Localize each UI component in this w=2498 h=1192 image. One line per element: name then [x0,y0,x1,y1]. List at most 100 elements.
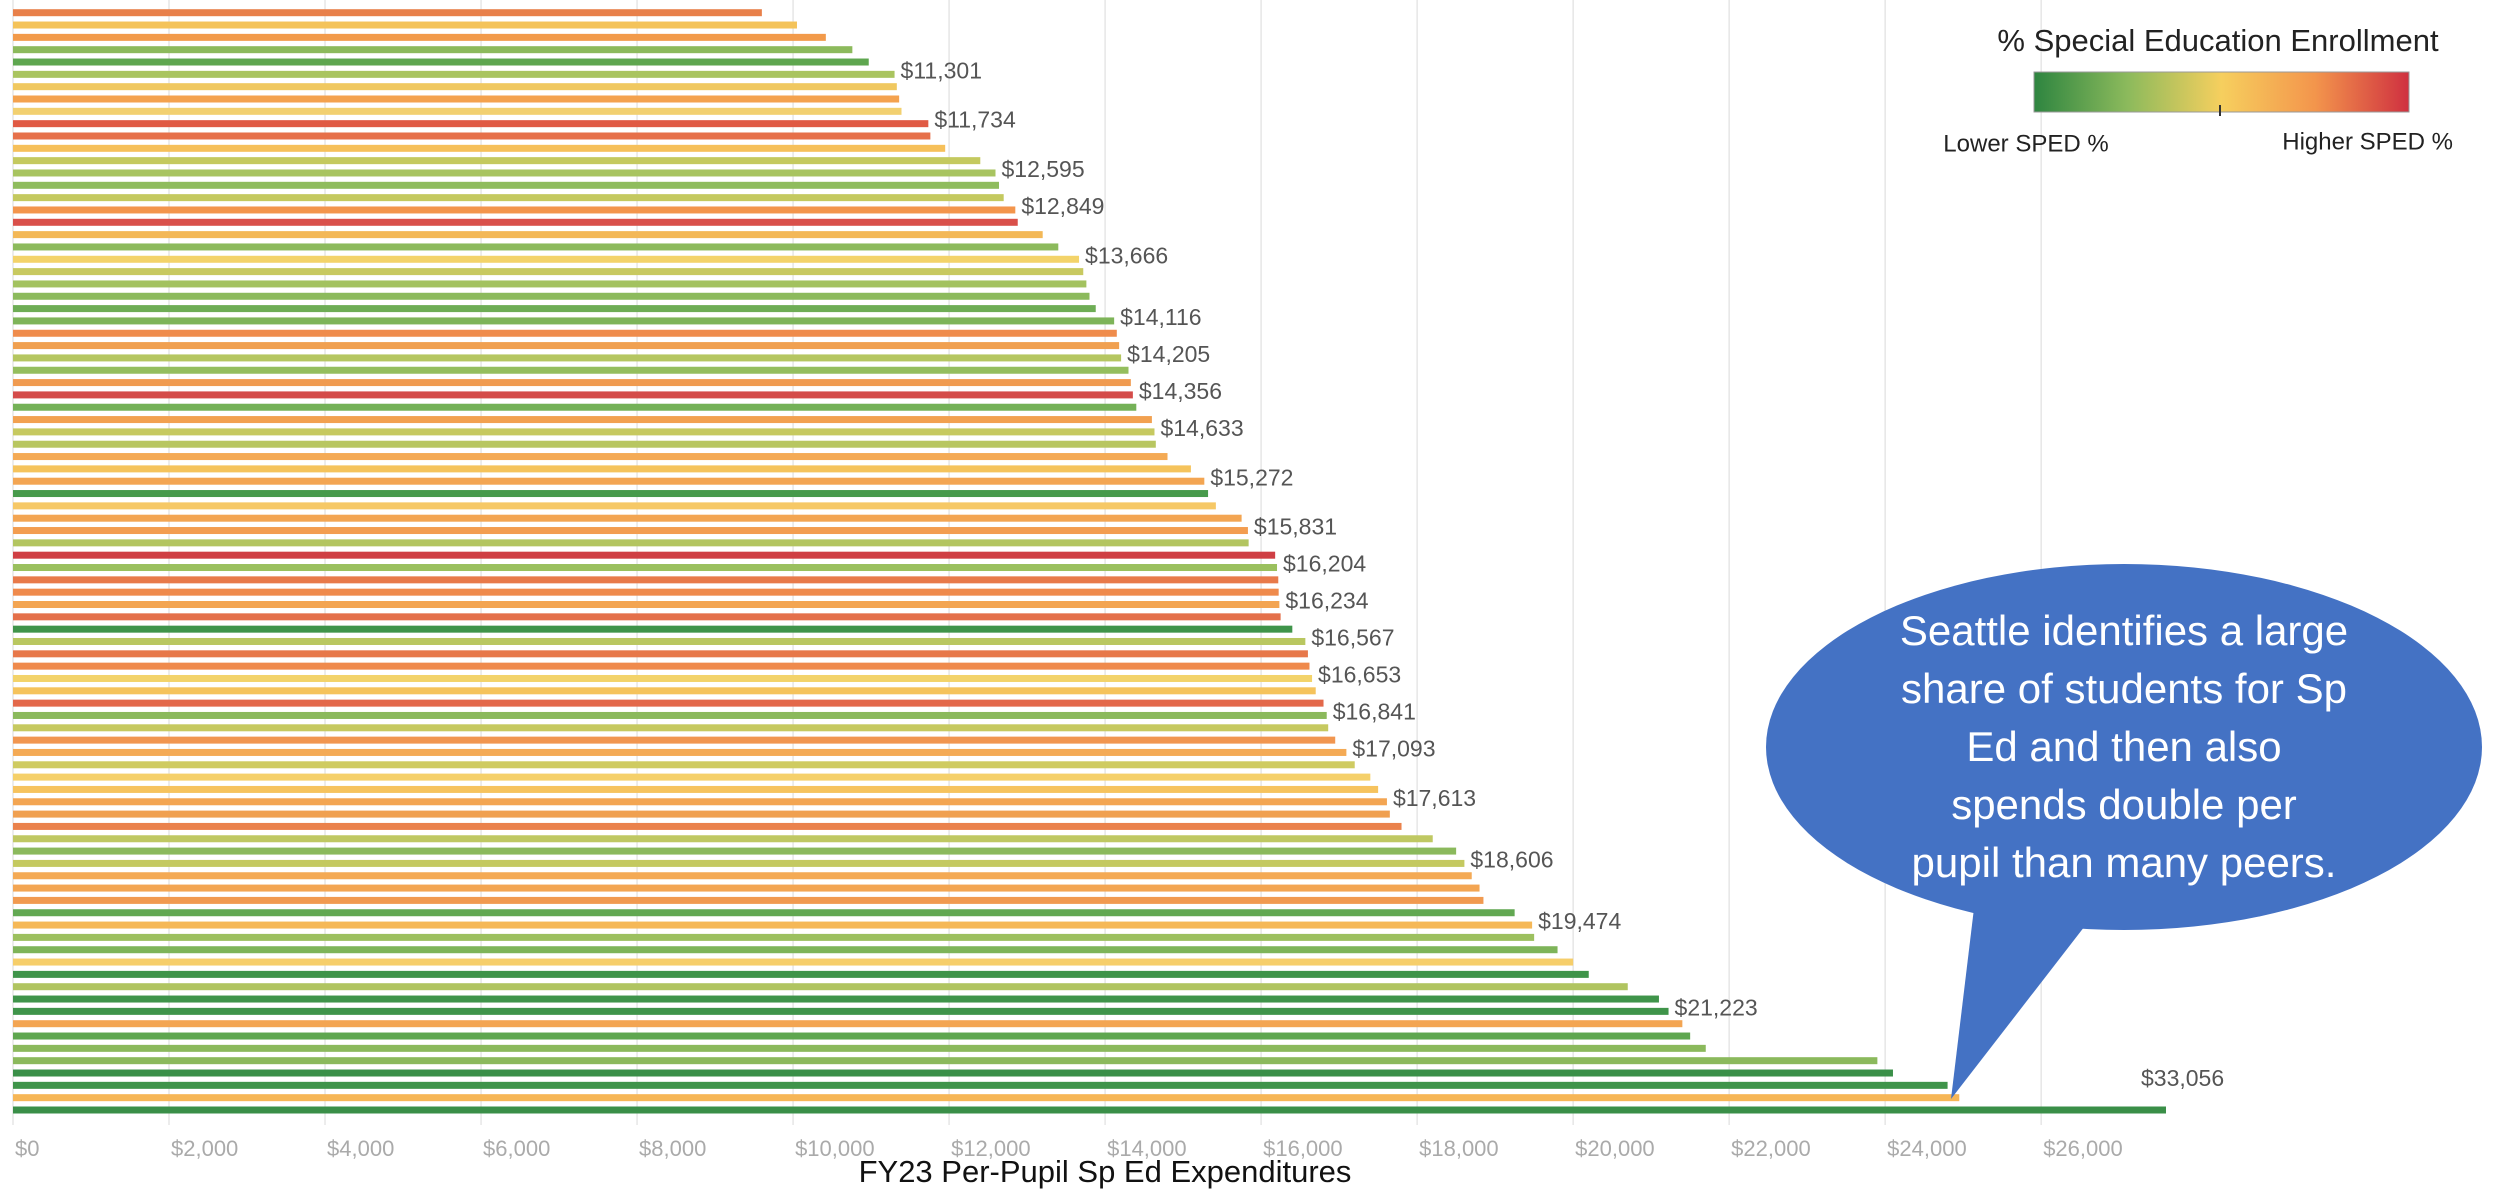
bar [13,748,1347,756]
bar [13,1032,1691,1040]
x-tick-label: $4,000 [327,1136,394,1161]
bar [13,280,1087,288]
bar [13,46,853,54]
bar [13,564,1278,572]
bar [13,366,1129,374]
x-tick-label: $6,000 [483,1136,550,1161]
data-label: $14,116 [1120,304,1201,330]
bar [13,872,1472,880]
bar [13,785,1379,793]
bar [13,9,762,17]
bar [13,342,1120,350]
bar [13,847,1457,855]
bar [13,1020,1683,1028]
bar [13,58,869,66]
legend: % Special Education Enrollment Lower SPE… [1943,23,2453,157]
bar [13,539,1249,547]
bar [13,958,1574,966]
bar [13,120,929,128]
callout: Seattle identifies a large share of stude… [1766,564,2482,1099]
data-label: $13,666 [1085,242,1168,268]
bar [13,514,1242,522]
bar [13,477,1205,485]
x-tick-label: $18,000 [1419,1136,1499,1161]
data-label: $12,595 [1002,156,1085,182]
bar [13,601,1280,609]
legend-gradient [2033,71,2410,113]
bar [13,169,996,177]
bar [13,107,902,115]
callout-bubble [1766,564,2482,930]
callout-text: share of students for Sp [1901,665,2347,712]
bar [13,144,946,152]
bar [13,218,1018,226]
bar [13,1081,1948,1089]
bar [13,674,1313,682]
bar [13,33,826,41]
bar [13,502,1216,510]
bar [13,194,1004,202]
bar [13,946,1558,954]
bar [13,625,1293,633]
bar [13,933,1535,941]
x-tick-label: $22,000 [1731,1136,1811,1161]
bar [13,95,900,103]
bar [13,428,1155,436]
bar [13,1007,1669,1015]
bar [13,884,1480,892]
bar [13,305,1096,313]
x-tick-label: $12,000 [951,1136,1031,1161]
data-label: $19,474 [1538,908,1621,934]
bar [13,896,1484,904]
x-tick-label: $16,000 [1263,1136,1343,1161]
bar [13,921,1533,929]
callout-text: pupil than many peers. [1912,839,2337,886]
bar [13,983,1628,991]
bar [13,317,1115,325]
x-tick-label: $14,000 [1107,1136,1187,1161]
bar [13,810,1390,818]
bar [13,736,1336,744]
bar [13,231,1043,239]
bar [13,613,1281,621]
x-tick-label: $20,000 [1575,1136,1655,1161]
bar [13,70,895,78]
data-label: $11,301 [901,57,982,83]
data-label: $15,272 [1210,464,1293,490]
data-label: $14,356 [1139,378,1222,404]
bar [13,1106,2166,1114]
bar [13,761,1355,769]
callout-text: spends double per [1951,781,2297,828]
bars [13,9,2166,1114]
x-axis-title: FY23 Per-Pupil Sp Ed Expenditures [859,1154,1352,1189]
bar [13,687,1316,695]
bar [13,1094,1960,1102]
legend-low-label: Lower SPED % [1943,130,2108,157]
data-label: $17,093 [1352,736,1435,762]
x-tick-label: $10,000 [795,1136,875,1161]
bar [13,292,1090,300]
bar [13,1044,1706,1052]
bar [13,465,1191,473]
x-tick-label: $2,000 [171,1136,238,1161]
data-label: $16,234 [1285,588,1368,614]
legend-title: % Special Education Enrollment [1997,23,2439,58]
bar [13,970,1589,978]
data-label: $33,056 [2141,1065,2224,1091]
bar [13,268,1084,276]
x-tick-label: $24,000 [1887,1136,1967,1161]
data-label: $12,849 [1021,193,1104,219]
callout-tail [1951,900,2105,1099]
data-label: $18,606 [1470,846,1553,872]
bar [13,379,1131,387]
bar [13,255,1080,263]
bar [13,995,1659,1003]
bar [13,329,1117,337]
bar [13,798,1387,806]
callout-text: Ed and then also [1966,723,2281,770]
data-label: $17,613 [1393,785,1476,811]
bar [13,588,1279,596]
bar [13,354,1122,362]
